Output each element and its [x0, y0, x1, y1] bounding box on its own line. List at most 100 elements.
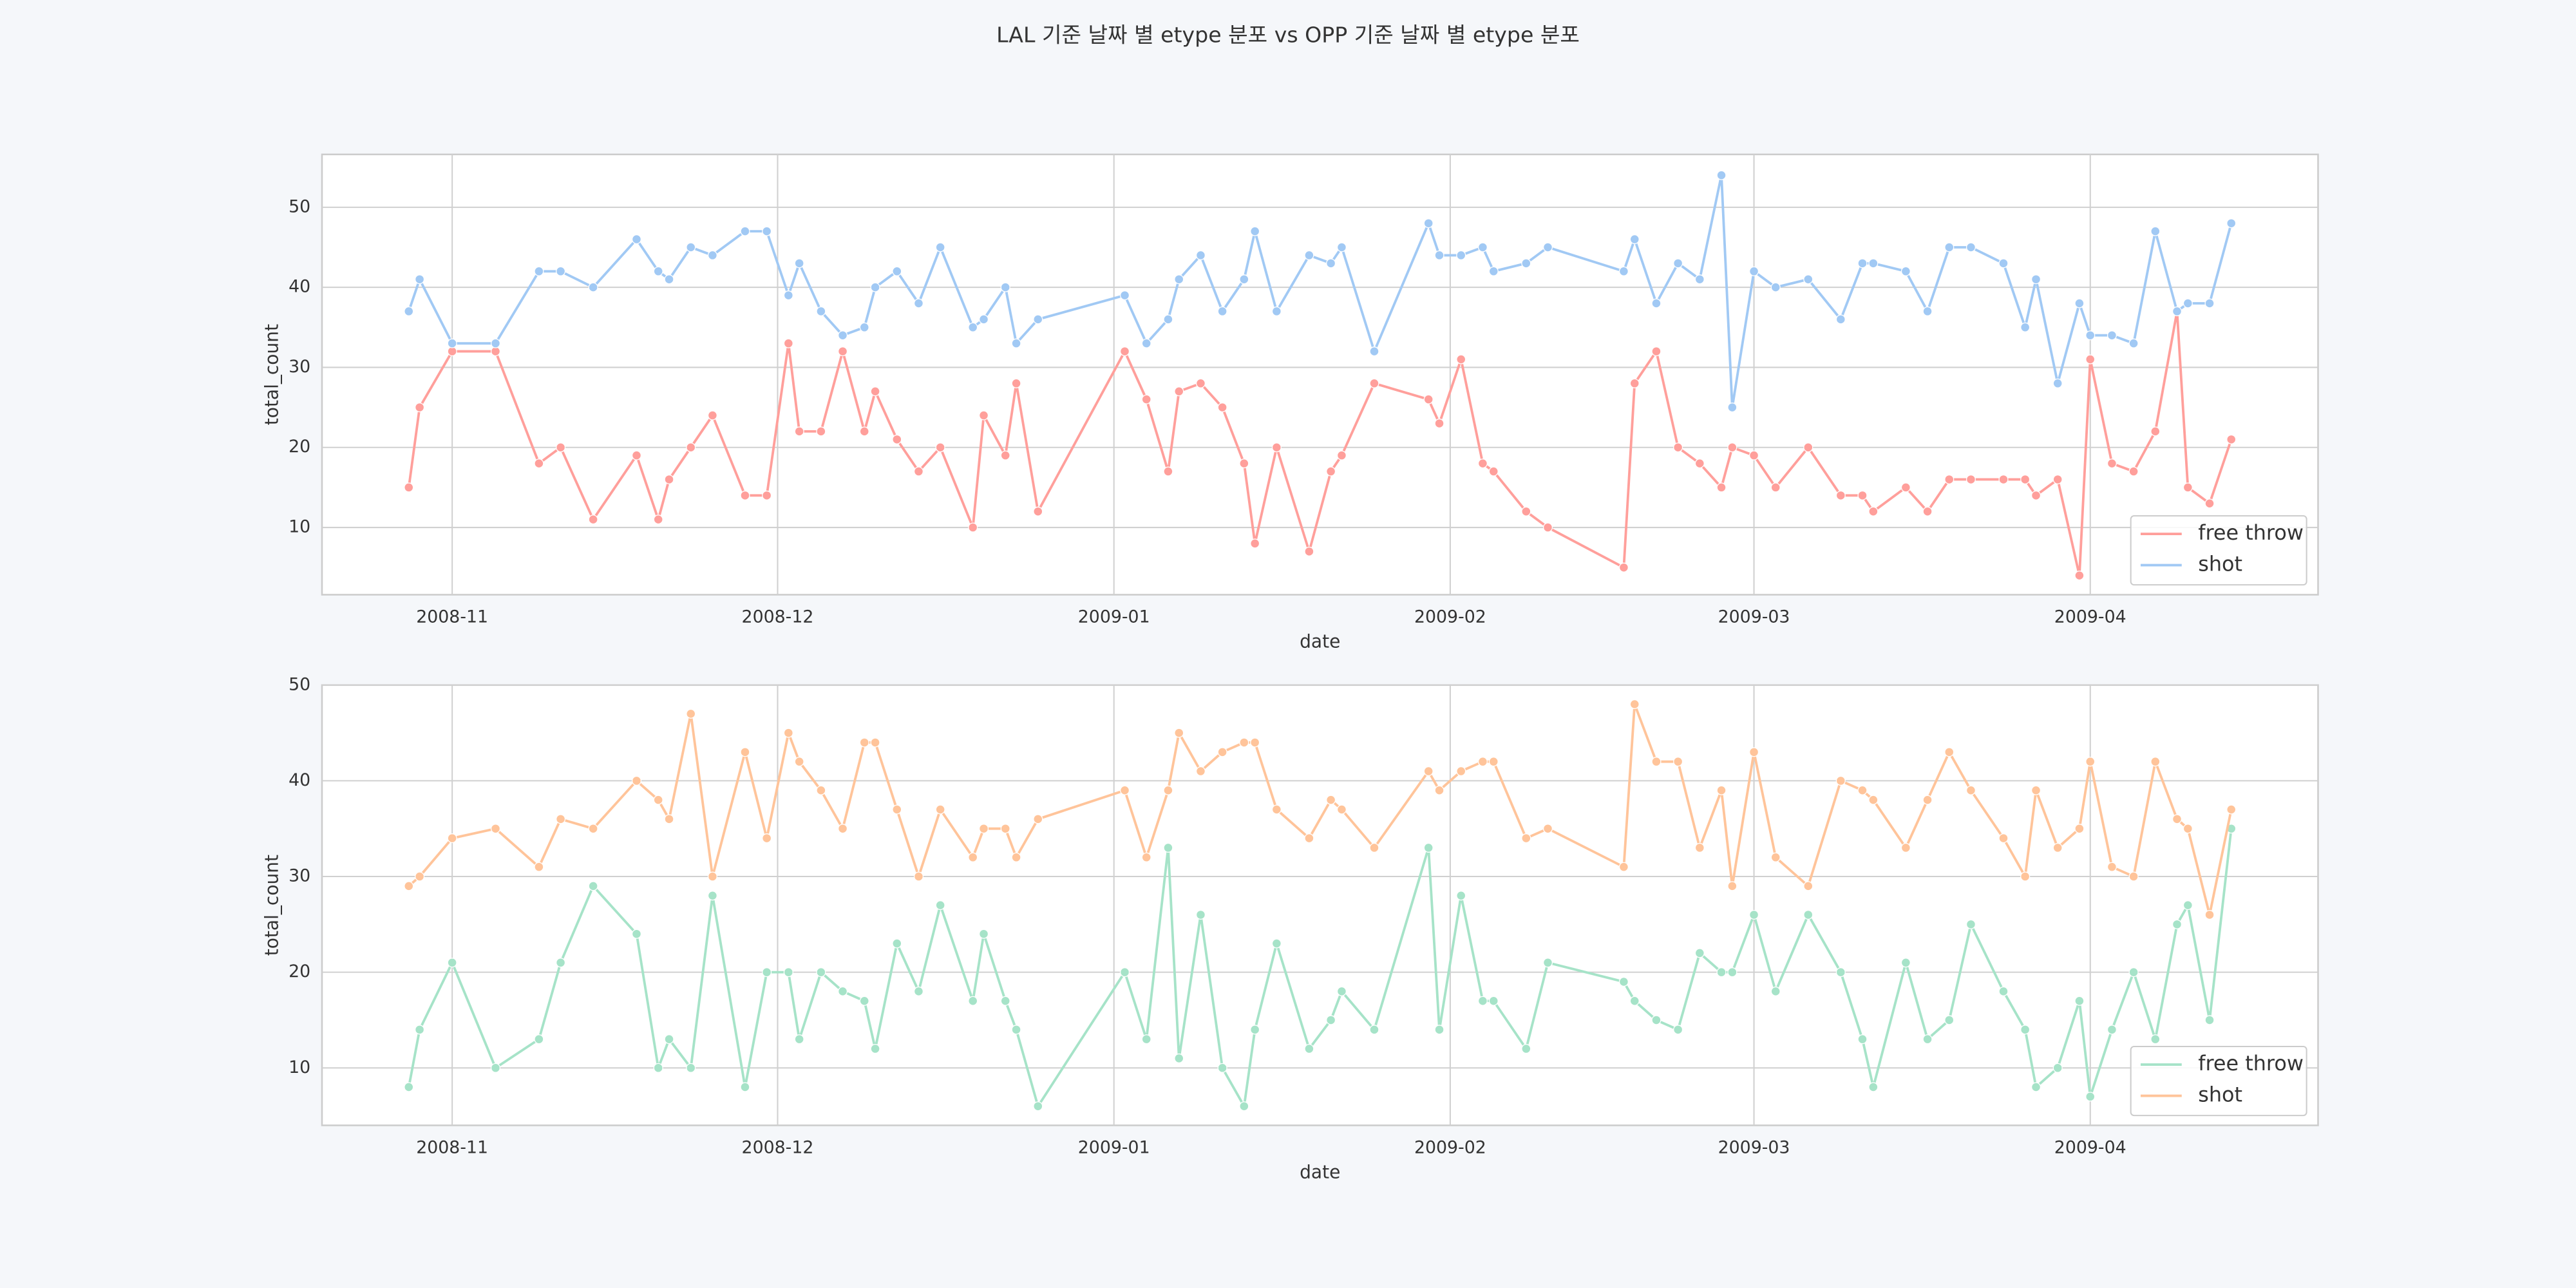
point — [1033, 1101, 1043, 1112]
point — [415, 871, 425, 882]
point — [686, 242, 696, 252]
y-tick-label: 30 — [289, 866, 310, 886]
point — [870, 1044, 880, 1054]
point — [1369, 346, 1379, 357]
point — [1749, 747, 1759, 757]
point — [1488, 996, 1499, 1006]
point — [2150, 226, 2161, 236]
point — [1488, 266, 1499, 276]
point — [1900, 958, 1911, 968]
point — [2128, 338, 2139, 348]
y-tick-label: 20 — [289, 437, 310, 457]
point — [556, 814, 566, 824]
point — [1651, 298, 1662, 308]
point — [415, 274, 425, 285]
subplot: 2008-11 2008-12 2009-01 2009-02 2009-03 2009-… — [261, 674, 2319, 1182]
point — [1835, 314, 1846, 325]
point — [1000, 996, 1010, 1006]
point — [447, 346, 457, 357]
point — [1770, 852, 1781, 862]
point — [1163, 466, 1173, 477]
point — [1542, 824, 1553, 834]
point — [1434, 785, 1444, 795]
point — [686, 442, 696, 453]
point — [2107, 330, 2117, 341]
point — [2226, 218, 2237, 229]
point — [913, 871, 924, 882]
point — [1174, 728, 1184, 738]
point — [1900, 842, 1911, 853]
point — [1727, 881, 1738, 891]
point — [1033, 506, 1043, 516]
point — [631, 929, 642, 939]
point — [1716, 170, 1727, 180]
point — [1542, 242, 1553, 252]
point — [653, 515, 663, 525]
point — [2074, 996, 2085, 1006]
point — [653, 795, 663, 805]
point — [2204, 298, 2215, 308]
point — [534, 1034, 544, 1045]
legend-label: free throw — [2198, 520, 2304, 545]
subplot: 2008-11 2008-12 2009-01 2009-02 2009-03 2009-… — [261, 153, 2319, 652]
point — [664, 274, 674, 285]
point — [762, 490, 772, 500]
point — [1673, 258, 1683, 269]
point — [2107, 1025, 2117, 1035]
plot-area — [321, 153, 2319, 596]
point — [2183, 482, 2193, 493]
point — [1195, 766, 1206, 777]
point — [1000, 450, 1010, 460]
point — [2172, 814, 2183, 824]
point — [1727, 402, 1738, 413]
point — [686, 708, 696, 719]
point — [1868, 258, 1879, 269]
point — [1271, 442, 1282, 453]
point — [1651, 1015, 1662, 1025]
point — [1163, 314, 1173, 325]
x-tick-label: 2008-12 — [742, 607, 814, 627]
point — [794, 1034, 804, 1045]
point — [2204, 1015, 2215, 1025]
point — [2172, 919, 2183, 929]
point — [816, 785, 826, 795]
point — [1033, 314, 1043, 325]
point — [859, 996, 869, 1006]
point — [1803, 442, 1814, 453]
point — [1694, 842, 1705, 853]
point — [631, 775, 642, 786]
point — [1521, 258, 1531, 269]
x-tick-label: 2009-01 — [1078, 1138, 1150, 1158]
point — [1217, 1063, 1227, 1073]
point — [1239, 1101, 1249, 1112]
point — [2085, 354, 2096, 365]
point — [2128, 871, 2139, 882]
point — [892, 434, 902, 444]
point — [1770, 282, 1781, 292]
point — [968, 996, 978, 1006]
point — [1542, 958, 1553, 968]
point — [762, 226, 772, 236]
point — [447, 338, 457, 348]
point — [783, 967, 793, 978]
point — [740, 226, 750, 236]
point — [490, 1063, 501, 1073]
point — [935, 242, 945, 252]
point — [534, 266, 544, 276]
point — [1922, 1034, 1933, 1045]
point — [1456, 891, 1466, 901]
point — [415, 1025, 425, 1035]
x-tick-label: 2009-04 — [2054, 1138, 2126, 1158]
point — [2085, 1092, 2096, 1102]
point — [1835, 775, 1846, 786]
point — [2031, 785, 2041, 795]
point — [1336, 804, 1347, 815]
point — [404, 1082, 414, 1092]
point — [2183, 298, 2193, 308]
point — [1618, 562, 1629, 573]
legend: free throw shot — [2130, 1045, 2307, 1117]
point — [1000, 282, 1010, 292]
point — [686, 1063, 696, 1073]
y-tick-label: 40 — [289, 277, 310, 297]
